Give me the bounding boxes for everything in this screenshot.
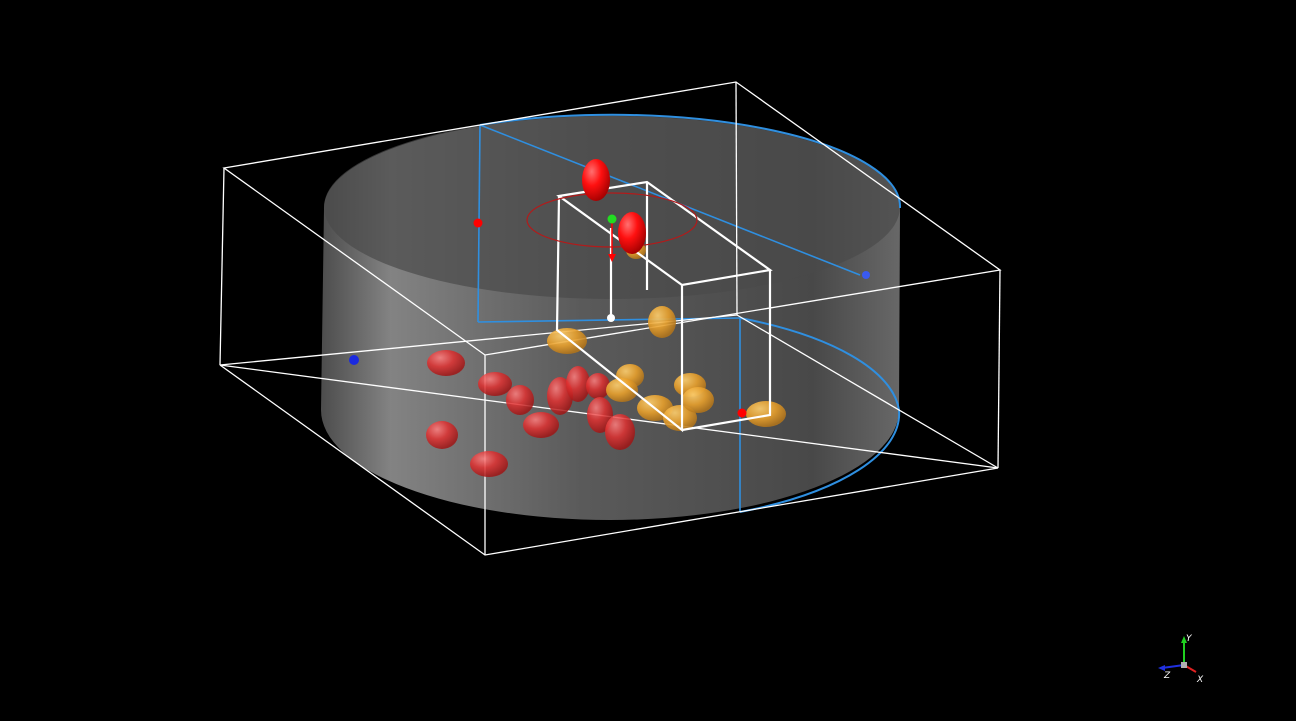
orange-particle[interactable] — [746, 401, 786, 427]
handle-red[interactable] — [737, 408, 747, 418]
handle-red[interactable] — [473, 218, 483, 228]
move-arrow-head[interactable] — [608, 254, 616, 262]
manipulator-handles[interactable] — [349, 214, 870, 418]
handle-blue[interactable] — [862, 271, 870, 279]
red-particle[interactable] — [586, 373, 610, 399]
handle-green[interactable] — [607, 214, 617, 224]
orange-particle[interactable] — [606, 378, 638, 402]
red-particle[interactable] — [587, 397, 613, 433]
axis-z-label: Z — [1163, 671, 1171, 681]
orange-particle[interactable] — [648, 306, 676, 338]
selected-particle[interactable] — [582, 159, 610, 201]
handle-blue[interactable] — [349, 355, 359, 365]
red-particle[interactable] — [506, 385, 534, 415]
orange-particle[interactable] — [663, 405, 697, 431]
selection-box[interactable] — [555, 180, 773, 433]
red-particles[interactable] — [426, 350, 635, 477]
red-particle[interactable] — [427, 350, 465, 376]
orange-particle[interactable] — [682, 387, 714, 413]
selected-particles[interactable] — [582, 159, 646, 254]
axis-y-label: Y — [1186, 634, 1193, 644]
red-particle[interactable] — [566, 366, 590, 402]
red-particle[interactable] — [523, 412, 559, 438]
selected-particle[interactable] — [618, 212, 646, 254]
cylinder-top-edge — [479, 113, 902, 209]
red-particle[interactable] — [605, 414, 635, 450]
axis-x-label: X — [1196, 675, 1204, 685]
red-particle[interactable] — [478, 372, 512, 396]
orange-particle[interactable] — [547, 328, 587, 354]
red-particle[interactable] — [470, 451, 508, 477]
red-particle[interactable] — [426, 421, 458, 449]
cylinder-top-face — [324, 115, 900, 299]
handle-white[interactable] — [607, 314, 615, 322]
axis-triad: Y X Z — [1158, 634, 1204, 685]
